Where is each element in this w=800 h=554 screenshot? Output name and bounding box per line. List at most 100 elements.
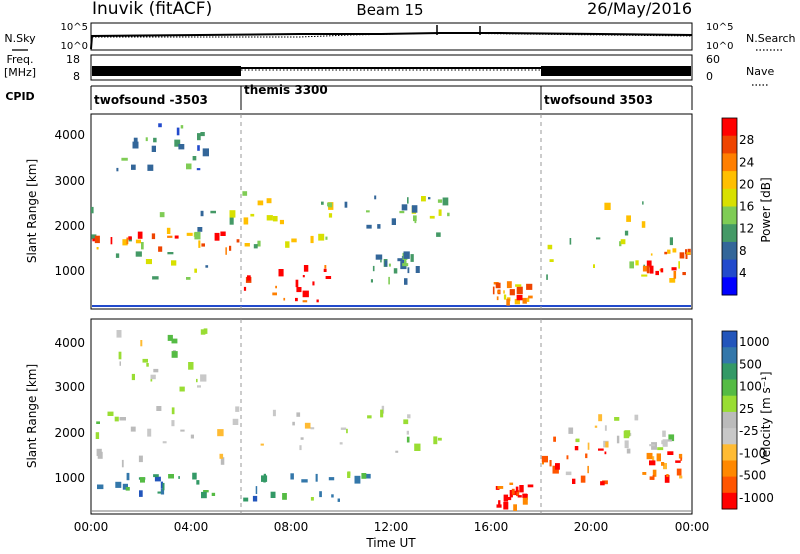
data-cell	[116, 330, 122, 338]
data-cell	[270, 491, 276, 498]
data-cell	[509, 482, 514, 485]
data-cell	[593, 264, 595, 268]
colorbar-frame	[721, 330, 738, 510]
colorbar-swatch	[722, 428, 737, 445]
data-cell	[142, 358, 148, 363]
data-cell	[220, 231, 226, 236]
data-cell	[370, 279, 373, 283]
data-cell	[421, 196, 426, 202]
data-cell	[406, 436, 410, 443]
data-cell	[406, 430, 409, 435]
data-cell	[200, 329, 206, 335]
data-cell	[217, 429, 224, 437]
cpid-segment-label: twofsound 3503	[544, 93, 653, 107]
data-cell	[180, 125, 184, 129]
data-cell	[260, 443, 264, 446]
data-cell	[107, 411, 114, 416]
data-cell	[642, 201, 644, 205]
data-cell	[135, 239, 141, 244]
colorbar-tick-label: -100	[739, 446, 766, 460]
data-cell	[201, 491, 207, 499]
cpid-segment-label: themis 3300	[244, 83, 328, 97]
data-cell	[671, 267, 677, 271]
colorbar-tick-label: -500	[739, 469, 766, 483]
data-cell	[620, 239, 626, 245]
power-colorbar-label: Power [dB]	[759, 177, 773, 242]
data-cell	[374, 195, 377, 200]
data-cell	[158, 123, 162, 128]
data-cell	[290, 473, 294, 480]
data-cell	[328, 213, 333, 218]
data-cell	[403, 419, 409, 425]
velocity-y-tick: 3000	[54, 380, 85, 394]
power-y-tick: 3000	[54, 174, 85, 188]
colorbar-tick-label: 1000	[739, 335, 770, 349]
colorbar-tick-label: -25	[739, 424, 759, 438]
data-cell	[377, 224, 381, 229]
data-cell	[413, 215, 417, 222]
data-cell	[303, 265, 309, 272]
nsearch-label: N.Search	[746, 32, 796, 45]
velocity-y-tick: 4000	[54, 336, 85, 350]
data-cell	[646, 260, 652, 268]
data-cell	[174, 235, 179, 239]
data-cell	[649, 476, 654, 480]
data-cell	[186, 163, 192, 170]
data-cell	[686, 252, 691, 255]
data-cell	[347, 472, 351, 478]
data-cell	[328, 477, 335, 481]
data-cell	[503, 502, 509, 510]
data-cell	[132, 141, 139, 149]
data-cell	[167, 235, 173, 238]
velocity-cells	[92, 328, 691, 512]
data-cell	[678, 453, 683, 459]
data-cell	[682, 272, 686, 276]
data-cell	[131, 373, 135, 381]
data-cell	[272, 409, 276, 417]
data-cell	[404, 278, 408, 285]
data-cell	[646, 265, 650, 274]
data-cell	[315, 473, 318, 482]
data-cell	[91, 206, 94, 214]
data-cell	[428, 197, 431, 200]
data-cell	[604, 451, 607, 455]
data-cell	[197, 227, 203, 232]
colorbar-tick-label: 4	[739, 266, 747, 280]
colorbar-swatch	[722, 492, 737, 510]
data-cell	[391, 218, 396, 225]
data-cell	[565, 471, 572, 476]
colorbar-tick-label: 8	[739, 244, 747, 258]
data-cell	[229, 245, 232, 251]
data-cell	[94, 235, 100, 244]
data-cell	[126, 237, 129, 245]
data-cell	[296, 412, 301, 417]
data-cell	[598, 448, 604, 451]
data-cell	[325, 236, 328, 240]
data-cell	[437, 437, 442, 441]
data-cell	[139, 490, 143, 497]
data-cell	[642, 472, 647, 475]
data-cell	[167, 252, 174, 255]
data-cell	[662, 439, 668, 447]
colorbar-swatch	[722, 331, 737, 348]
noise-right-tick-top: 10^5	[706, 22, 733, 33]
data-cell	[197, 133, 201, 141]
data-cell	[122, 483, 128, 490]
data-cell	[263, 473, 266, 476]
colorbar-swatch	[722, 476, 737, 494]
data-cell	[176, 127, 180, 136]
colorbar-swatch	[722, 379, 737, 397]
data-cell	[257, 200, 264, 206]
data-cell	[310, 497, 314, 501]
data-cell	[158, 246, 163, 252]
data-cell	[503, 494, 509, 502]
data-cell	[415, 266, 420, 273]
power-y-tick: 1000	[54, 264, 85, 278]
power-panel: 4000 3000 2000 1000 Slant Range [km]	[25, 113, 693, 310]
data-cell	[214, 232, 220, 241]
data-cell	[503, 290, 505, 294]
data-cell	[325, 276, 332, 279]
velocity-colorbar: Velocity [m s⁻¹] 1000 500 100 25 -25 -100 -500…	[721, 330, 774, 510]
data-cell	[629, 432, 632, 436]
data-cell	[250, 213, 255, 217]
